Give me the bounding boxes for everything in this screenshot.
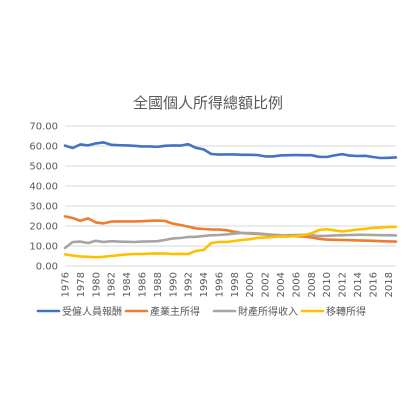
series-line-0 <box>63 141 398 160</box>
x-tick-label: 1992 <box>184 272 195 297</box>
legend: 受僱人員報酬 產業主所得 財產所得收入 移轉所得 <box>36 305 366 318</box>
chart-title: 全國個人所得總額比例 <box>133 94 283 112</box>
series-lines <box>63 141 398 259</box>
x-tick-label: 2016 <box>368 272 379 297</box>
y-tick-label: 20.00 <box>29 222 58 233</box>
x-tick-label: 1984 <box>122 272 133 297</box>
y-tick-label: 70.00 <box>29 122 58 133</box>
y-axis-ticks: 0.00 10.00 20.00 30.00 40.00 50.00 60.00 70.00 <box>29 122 58 273</box>
x-tick-label: 2006 <box>291 272 302 297</box>
series-line-3 <box>63 225 398 259</box>
y-tick-label: 0.00 <box>36 262 58 273</box>
x-tick-label: 1982 <box>107 272 118 297</box>
y-tick-label: 60.00 <box>29 142 58 153</box>
y-tick-label: 40.00 <box>29 182 58 193</box>
y-tick-label: 30.00 <box>29 202 58 213</box>
x-tick-label: 1976 <box>61 272 72 297</box>
x-tick-label: 1990 <box>168 272 179 297</box>
legend-label-3: 移轉所得 <box>326 305 366 318</box>
y-tick-label: 50.00 <box>29 162 58 173</box>
x-tick-label: 1986 <box>137 272 148 297</box>
legend-label-1: 產業主所得 <box>150 305 200 318</box>
x-axis-ticks: 1976 1978 1980 1982 1984 1986 1988 1990 1992 1994… <box>61 272 395 297</box>
x-tick-label: 2010 <box>322 272 333 297</box>
x-tick-label: 2000 <box>245 272 256 297</box>
legend-label-0: 受僱人員報酬 <box>62 305 122 318</box>
x-tick-label: 1994 <box>199 272 210 297</box>
legend-label-2: 財產所得收入 <box>238 305 298 318</box>
series-line-2 <box>63 231 398 250</box>
x-tick-label: 1980 <box>91 272 102 297</box>
x-tick-label: 2014 <box>353 272 364 297</box>
x-tick-label: 1998 <box>230 272 241 297</box>
x-tick-label: 2004 <box>276 272 287 297</box>
y-tick-label: 10.00 <box>29 242 58 253</box>
series-line-1 <box>63 215 398 243</box>
x-tick-label: 1988 <box>153 272 164 297</box>
x-tick-label: 2018 <box>384 272 395 297</box>
x-tick-label: 2008 <box>307 272 318 297</box>
x-tick-label: 2002 <box>261 272 272 297</box>
x-tick-label: 1996 <box>214 272 225 297</box>
x-tick-label: 1978 <box>76 272 87 297</box>
x-tick-label: 2012 <box>338 272 349 297</box>
